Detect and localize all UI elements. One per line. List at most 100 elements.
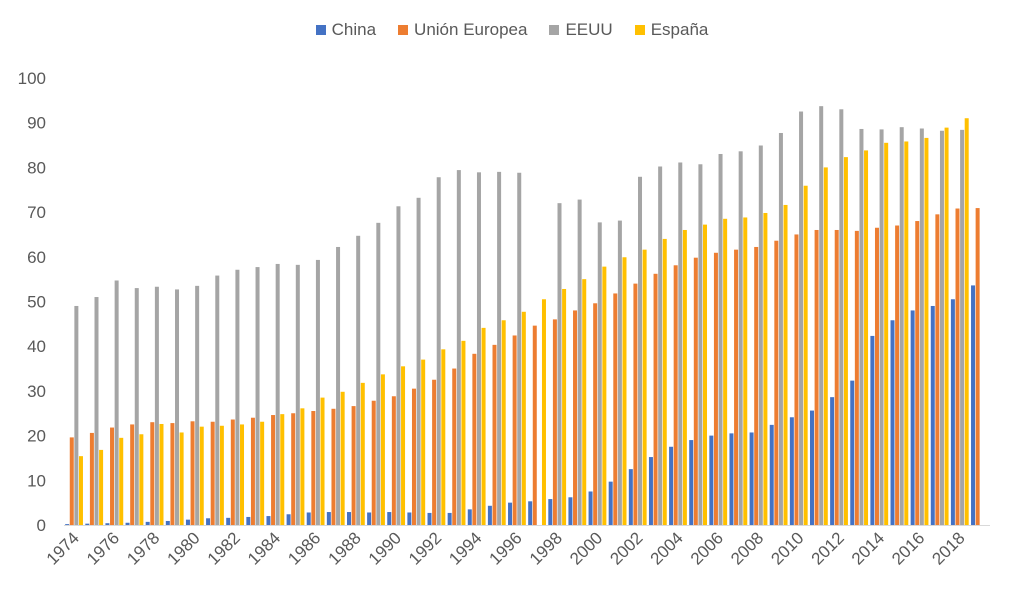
x-tick-label: 2010 [767,528,807,568]
x-tick-label: 2008 [727,528,767,568]
bar-españa-1985 [300,408,305,525]
bar-españa-1992 [441,349,446,525]
bar-unión-europea-1981 [210,421,215,525]
bar-unión-europea-1982 [230,419,235,525]
x-tick-label: 1988 [325,528,365,568]
bar-españa-2004 [682,229,687,526]
bar-china-1982 [226,517,231,525]
bar-españa-1994 [481,327,486,525]
bar-españa-1983 [260,421,265,525]
y-tick-label: 40 [27,337,46,356]
bar-españa-2002 [642,249,647,525]
bar-españa-1988 [360,382,365,525]
bar-eeuu-1988 [356,235,361,526]
x-tick-label: 2004 [647,528,687,568]
bar-china-2017 [930,305,935,525]
bar-unión-europea-1998 [552,319,557,525]
bar-españa-2016 [924,137,929,525]
bar-eeuu-1976 [114,280,119,525]
bar-eeuu-2016 [919,128,924,525]
bar-españa-1996 [521,311,526,525]
bar-españa-2009 [783,204,788,525]
bar-eeuu-1974 [74,305,79,525]
bar-unión-europea-2018 [955,208,960,525]
bar-china-1998 [548,499,553,525]
bar-unión-europea-2013 [854,230,859,525]
x-tick-label: 1992 [405,528,445,568]
bar-unión-europea-2003 [653,273,658,525]
bar-españa-1987 [340,391,345,525]
bar-unión-europea-1997 [532,325,537,525]
bar-eeuu-1994 [476,172,481,525]
bar-españa-1974 [78,456,83,525]
bar-españa-1993 [461,340,466,525]
bar-unión-europea-1978 [150,422,155,525]
bar-china-1992 [427,512,432,525]
bar-china-1985 [286,514,291,525]
bar-españa-1976 [119,437,124,525]
bar-eeuu-1987 [336,246,341,525]
bar-china-2006 [709,435,714,525]
x-tick-label: 2006 [687,528,727,568]
bar-eeuu-2014 [879,129,884,525]
bar-eeuu-2012 [839,109,844,525]
bar-unión-europea-1984 [271,415,276,525]
bar-eeuu-2010 [799,111,804,526]
x-tick-label: 1998 [526,528,566,568]
bar-eeuu-2015 [899,127,904,526]
bar-china-1991 [407,512,412,525]
bar-unión-europea-2012 [834,229,839,526]
bar-unión-europea-1986 [311,411,316,525]
bar-españa-1978 [159,423,164,525]
bar-eeuu-2000 [597,222,602,525]
x-tick-label: 1984 [244,528,284,568]
bar-españa-2008 [763,212,768,526]
bar-china-1993 [447,512,452,525]
legend-swatch [398,25,409,35]
bar-china-1987 [326,512,331,525]
y-tick-label: 90 [27,114,46,133]
bar-unión-europea-2017 [935,214,940,525]
bar-unión-europea-1983 [250,417,255,525]
bar-españa-2014 [884,142,889,525]
bar-españa-1977 [139,434,144,525]
bar-españa-1995 [501,320,506,525]
bar-españa-1980 [199,426,204,525]
legend-item-china: China [315,20,377,40]
bar-unión-europea-2000 [593,303,598,525]
x-tick-label: 2000 [566,528,606,568]
bar-china-2005 [689,440,694,525]
bar-china-1981 [206,518,211,525]
bar-eeuu-2018 [960,129,965,525]
bar-eeuu-2006 [718,153,723,526]
x-tick-label: 1982 [204,528,244,568]
x-tick-label: 2012 [808,528,848,568]
x-tick-label: 1974 [43,528,83,568]
bar-unión-europea-1993 [452,368,457,525]
bar-china-1978 [145,521,150,525]
bar-unión-europea-1975 [89,432,94,525]
bar-unión-europea-1987 [331,408,336,525]
bar-china-1983 [246,516,251,525]
x-tick-label: 1978 [123,528,163,568]
bar-china-2004 [669,446,674,525]
bar-unión-europea-2008 [754,246,759,525]
bar-china-2001 [608,481,613,525]
bar-eeuu-1975 [94,297,99,525]
bar-españa-2012 [843,157,848,525]
bar-eeuu-1991 [416,197,421,526]
bar-españa-1979 [179,432,184,525]
x-tick-label: 1980 [163,528,203,568]
bar-china-2007 [729,433,734,525]
bar-españa-2011 [823,167,828,525]
legend-label: China [331,20,377,39]
y-tick-label: 30 [27,382,46,401]
bar-china-2012 [830,397,835,525]
bar-unión-europea-1974 [69,437,74,525]
bar-unión-europea-2016 [915,221,920,526]
bar-eeuu-1980 [195,285,200,525]
bar-españa-2005 [703,224,708,525]
bar-china-1986 [306,512,311,525]
legend-item-eeuu: EEUU [549,20,613,40]
bar-españa-1975 [99,449,104,525]
